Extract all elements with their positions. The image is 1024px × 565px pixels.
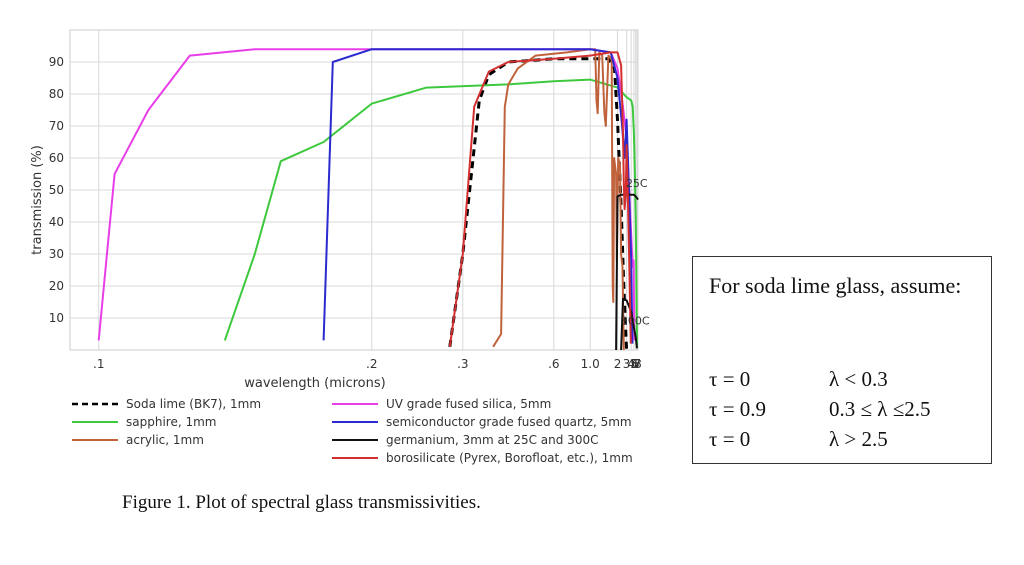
x-tick-label: .3: [457, 357, 468, 371]
note-tau: τ = 0.9: [709, 397, 767, 421]
note-tau: τ = 0: [709, 367, 751, 391]
y-tick-label: 10: [49, 311, 64, 325]
note-condition: λ > 2.5: [829, 427, 888, 451]
y-tick-label: 90: [49, 55, 64, 69]
x-tick-label: 7: [633, 357, 641, 371]
legend-label: sapphire, 1mm: [126, 415, 216, 429]
x-axis-label: wavelength (microns): [244, 376, 385, 391]
x-tick-label: .1: [93, 357, 104, 371]
x-tick-label: 8: [634, 357, 642, 371]
x-tick-label: .6: [548, 357, 559, 371]
x-tick-label: 6: [632, 357, 640, 371]
y-tick-label: 50: [49, 183, 64, 197]
curve-annotation: 300C: [621, 314, 650, 327]
legend-label: Soda lime (BK7), 1mm: [126, 397, 261, 411]
x-tick-label: 2: [614, 357, 622, 371]
legend-label: UV grade fused silica, 5mm: [386, 397, 551, 411]
y-tick-label: 60: [49, 151, 64, 165]
y-axis-label: transmission (%): [30, 145, 45, 255]
y-tick-label: 30: [49, 247, 64, 261]
curve-annotation: 25C: [626, 177, 648, 190]
x-tick-label: 3: [623, 357, 631, 371]
legend: Soda lime (BK7), 1mm sapphire, 1mm acrylic…: [72, 397, 633, 465]
x-tick-label: 5: [630, 357, 638, 371]
note-condition: 0.3 ≤ λ ≤2.5: [829, 397, 931, 421]
y-tick-labels: 10 20 30 40 50 60 70 80 90: [49, 55, 64, 325]
x-tick-label: 1.0: [581, 357, 600, 371]
x-tick-label: .2: [366, 357, 377, 371]
legend-label: borosilicate (Pyrex, Borofloat, etc.), 1…: [386, 451, 633, 465]
note-heading: For soda lime glass, assume:: [709, 273, 962, 298]
y-tick-label: 20: [49, 279, 64, 293]
note-tau: τ = 0: [709, 427, 751, 451]
curve-annotations: 25C 300C: [621, 177, 650, 328]
y-tick-label: 70: [49, 119, 64, 133]
y-tick-label: 80: [49, 87, 64, 101]
series-line: semiconductor grade fused quartz, 5mm: [322, 48, 634, 344]
soda-lime-note-box: For soda lime glass, assume: τ = 0 λ < 0…: [692, 256, 992, 464]
note-condition: λ < 0.3: [829, 367, 888, 391]
y-tick-label: 40: [49, 215, 64, 229]
legend-label: semiconductor grade fused quartz, 5mm: [386, 415, 632, 429]
series-line: acrylic, 1mm: [492, 48, 625, 351]
legend-label: acrylic, 1mm: [126, 433, 204, 447]
figure-caption: Figure 1. Plot of spectral glass transmi…: [122, 492, 481, 513]
series-line: germanium, 3mm at 25C and 300C: [615, 193, 639, 351]
transmission-chart: Soda lime (BK7), 1mm sapphire, 1mm acrylic…: [30, 29, 650, 465]
x-tick-label: 4: [627, 357, 635, 371]
series-line: germanium, 3mm at 25C and 300C: [620, 297, 638, 351]
series-line: UV grade fused silica, 5mm: [97, 48, 636, 341]
legend-label: germanium, 3mm at 25C and 300C: [386, 433, 598, 447]
series-line: borosilicate (Pyrex, Borofloat, etc.), 1…: [448, 51, 632, 347]
